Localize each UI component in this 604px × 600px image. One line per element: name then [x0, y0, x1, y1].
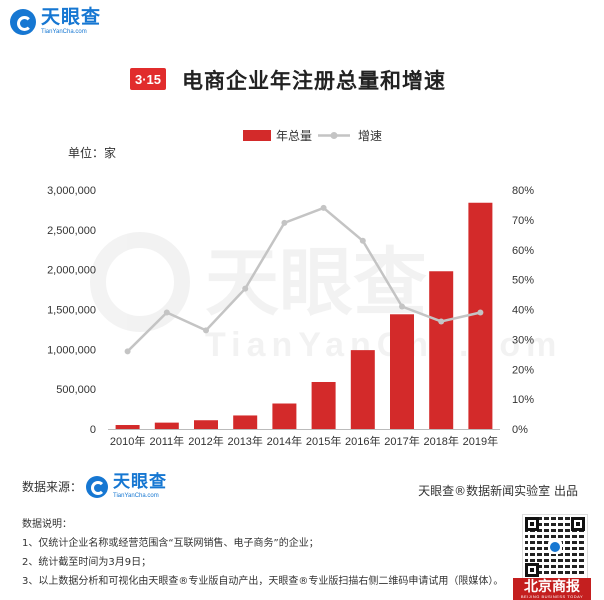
legend: 年总量 增速 [243, 129, 382, 143]
x-tick-label: 2016年 [345, 434, 380, 448]
x-tick-label: 2015年 [306, 434, 341, 448]
note-item: 2、统计截至时间为3月9日； [22, 557, 152, 568]
y-left-tick-label: 3,000,000 [47, 185, 96, 197]
x-tick-label: 2018年 [423, 434, 458, 448]
x-axis: 2010年 2011年 2012年 2013年 2014年 2015年 2016年 2017年… [108, 429, 500, 448]
bar-series [115, 202, 493, 429]
source-logo: 天眼查 TianYanCha.com [86, 474, 167, 499]
y-right-tick-label: 20% [512, 364, 534, 376]
x-tick-label: 2017年 [384, 434, 419, 448]
x-tick-label: 2014年 [267, 434, 302, 448]
brand-domain: TianYanCha.com [41, 29, 87, 35]
source-logo-icon [86, 475, 109, 498]
x-tick-label: 2019年 [463, 434, 498, 448]
growth-line [126, 206, 481, 353]
bar [154, 422, 179, 429]
y-right-tick-label: 70% [512, 215, 534, 227]
y-left-tick-label: 1,500,000 [47, 305, 96, 317]
qr-code-icon[interactable] [522, 514, 588, 580]
credit-text: 天眼查®数据新闻实验室 出品 [418, 484, 578, 498]
line-point [477, 309, 484, 316]
date-badge: 3·15 [130, 68, 166, 90]
y-left-tick-label: 1,000,000 [47, 344, 96, 356]
x-tick-label: 2013年 [227, 434, 262, 448]
watermark: 天眼查 TianYanCha.com [90, 232, 562, 364]
note-item: 1、仅统计企业名称或经营范围含“互联网销售、电子商务”的企业； [22, 538, 319, 549]
watermark-domain: TianYanCha.com [205, 326, 562, 364]
notes-title: 数据说明： [22, 519, 72, 530]
watermark-text: 天眼查 [205, 240, 427, 326]
source-label: 数据来源： [22, 480, 83, 494]
line-point [163, 309, 170, 316]
data-notes: 数据说明： 1、仅统计企业名称或经营范围含“互联网销售、电子商务”的企业； 2、… [22, 515, 503, 591]
watermark-logo-icon [90, 232, 190, 332]
note-item: 3、以上数据分析和可视化由天眼查®专业版自动产出，天眼查®专业版扫描右侧二维码申… [22, 576, 504, 587]
bar [194, 420, 218, 429]
bar [350, 350, 375, 429]
brand-logo: 天眼查 TianYanCha.com [10, 8, 101, 35]
y-left-tick-label: 2,000,000 [47, 265, 96, 277]
legend-line-label: 增速 [358, 129, 382, 143]
newspaper-name: 北京商报 [524, 578, 580, 595]
source-row: 数据来源： 天眼查 TianYanCha.com [22, 474, 167, 500]
brand-logo-icon [10, 8, 36, 35]
y-left-tick-label: 500,000 [56, 384, 96, 396]
newspaper-logo: 北京商报 BEIJING BUSINESS TODAY [513, 578, 591, 600]
source-brand-name: 天眼查 [113, 472, 168, 492]
line-point [438, 318, 445, 325]
chart-title: 电商企业年注册总量和增速 [182, 69, 446, 93]
y-axis-right: 0% 10% 20% 30% 40% 50% 60% 70% 80% [512, 185, 534, 436]
y-left-tick-label: 2,500,000 [47, 225, 96, 237]
bar [233, 415, 258, 429]
x-tick-label: 2010年 [110, 434, 145, 448]
bar [429, 271, 454, 429]
bar [115, 425, 140, 429]
legend-bar-swatch [243, 130, 271, 141]
y-right-tick-label: 80% [512, 185, 534, 197]
y-right-tick-label: 60% [512, 245, 534, 257]
bar [390, 314, 414, 429]
brand-name: 天眼查 [41, 6, 102, 28]
y-left-tick-label: 0 [90, 424, 96, 436]
line-point [281, 219, 288, 226]
line-point [320, 204, 327, 211]
bar [311, 381, 336, 429]
y-right-tick-label: 30% [512, 334, 534, 346]
y-right-tick-label: 0% [512, 424, 528, 436]
legend-line-marker [330, 132, 338, 139]
legend-bar-label: 年总量 [276, 129, 312, 143]
y-axis-left: 0 500,000 1,000,000 1,500,000 2,000,000 2,500… [47, 185, 96, 436]
x-tick-label: 2012年 [188, 434, 223, 448]
line-point [399, 303, 405, 310]
unit-label: 单位：家 [68, 146, 117, 160]
y-right-tick-label: 50% [512, 275, 534, 287]
source-brand-domain: TianYanCha.com [113, 493, 159, 499]
y-right-tick-label: 10% [512, 394, 534, 406]
line-point [359, 237, 366, 244]
line-point [242, 285, 249, 292]
line-point [203, 327, 209, 334]
y-right-tick-label: 40% [512, 305, 534, 317]
newspaper-name-en: BEIJING BUSINESS TODAY [520, 593, 584, 599]
line-point [124, 348, 131, 355]
x-tick-label: 2011年 [149, 434, 184, 448]
bar [272, 403, 297, 429]
line-series [124, 204, 484, 355]
bar [468, 202, 493, 429]
